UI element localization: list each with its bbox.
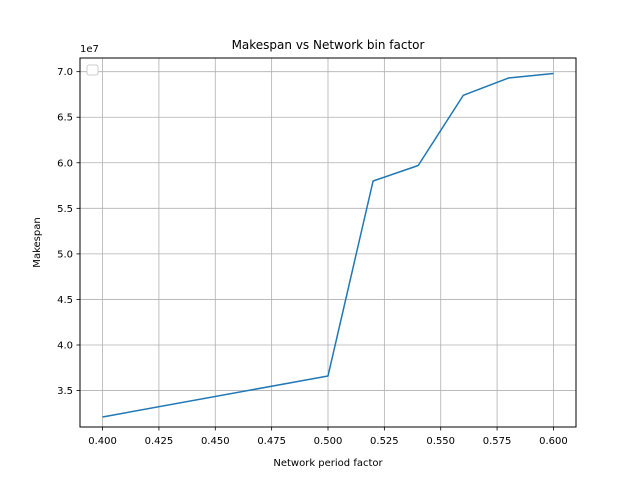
- y-tick-label: 7.0: [57, 67, 73, 78]
- series-line: [102, 72, 554, 418]
- series-layer: [102, 72, 554, 418]
- x-tick-label: 0.575: [483, 436, 512, 447]
- legend-box[interactable]: [86, 64, 99, 76]
- x-tick-label: 0.450: [201, 436, 230, 447]
- x-axis-label: Network period factor: [273, 458, 383, 469]
- y-tick-label: 3.5: [57, 386, 73, 397]
- x-tick-label: 0.550: [426, 436, 455, 447]
- y-tick-label: 5.5: [57, 204, 73, 215]
- x-tick-label: 0.400: [88, 436, 117, 447]
- x-tick-label: 0.475: [257, 436, 286, 447]
- x-tick-label: 0.600: [539, 436, 568, 447]
- y-tick-label: 6.5: [57, 113, 73, 124]
- y-axis-offset-label: 1e7: [80, 44, 99, 55]
- ticks-layer: 0.400 0.425 0.450 0.475 0.500 0.525 0.550 0.575…: [57, 67, 568, 447]
- y-tick-label: 4.0: [57, 341, 73, 352]
- x-tick-label: 0.425: [145, 436, 174, 447]
- y-tick-label: 6.0: [57, 158, 73, 169]
- y-axis-label: Makespan: [32, 217, 43, 267]
- y-tick-label: 4.5: [57, 295, 73, 306]
- y-tick-label: 5.0: [57, 249, 73, 260]
- grid-lines: [80, 58, 576, 427]
- x-tick-label: 0.525: [370, 436, 399, 447]
- chart-title: Makespan vs Network bin factor: [232, 38, 425, 52]
- x-tick-label: 0.500: [314, 436, 343, 447]
